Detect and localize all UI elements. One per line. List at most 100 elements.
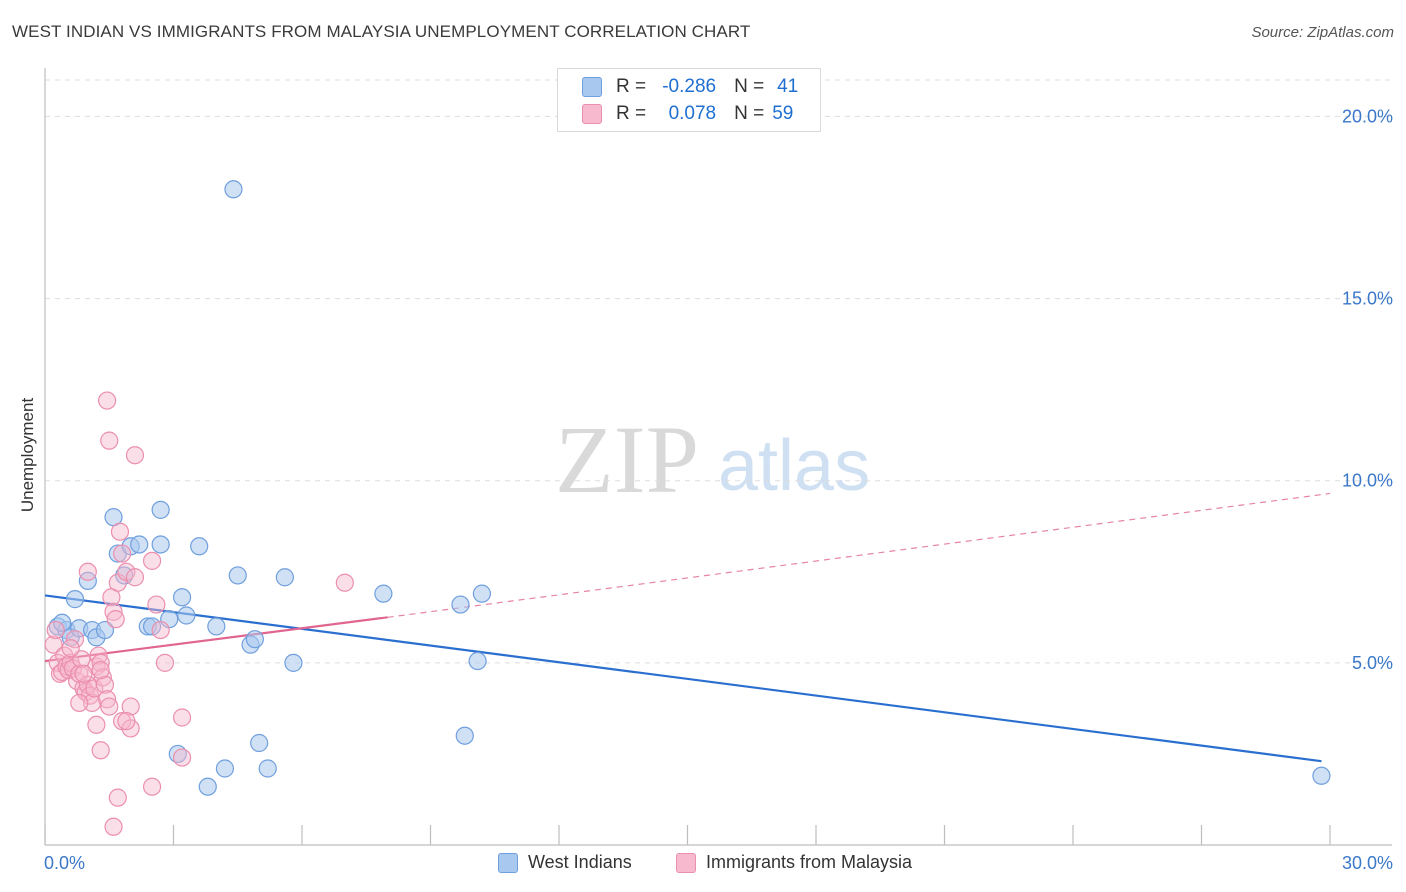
- point-west-indian: [374, 584, 393, 603]
- point-malaysia: [83, 693, 102, 713]
- point-west-indian: [151, 500, 170, 519]
- point-malaysia: [142, 777, 162, 796]
- point-west-indian: [207, 617, 226, 636]
- point-malaysia: [91, 741, 110, 760]
- point-malaysia: [147, 595, 166, 614]
- point-malaysia: [91, 661, 110, 680]
- source-label: Source: ZipAtlas.com: [1251, 24, 1394, 41]
- point-malaysia: [142, 551, 162, 570]
- point-malaysia: [155, 653, 175, 672]
- legend-swatch-pink: [582, 104, 602, 124]
- legend-r-label: R =: [616, 103, 647, 124]
- point-west-indian: [455, 726, 474, 745]
- legend-n-value: 41: [777, 76, 799, 97]
- point-west-indian: [53, 613, 72, 632]
- y-tick-label: 5.0%: [1352, 653, 1393, 673]
- point-west-indian: [215, 759, 234, 778]
- legend-swatch-blue: [582, 77, 602, 97]
- legend-r-value: -0.286: [662, 76, 717, 97]
- point-malaysia: [44, 635, 63, 654]
- point-west-indian: [190, 537, 209, 556]
- point-malaysia: [55, 646, 74, 665]
- legend-r-label: R =: [616, 76, 647, 97]
- y-tick-label: 10.0%: [1342, 471, 1393, 491]
- trend-lines: [44, 492, 1331, 763]
- point-malaysia: [125, 446, 145, 465]
- point-malaysia: [100, 697, 119, 716]
- point-malaysia: [89, 646, 108, 665]
- point-west-indian: [228, 566, 247, 585]
- series-label: Immigrants from Malaysia: [706, 852, 913, 872]
- watermark: ZIP atlas: [555, 406, 870, 513]
- legend-n-value: 59: [772, 103, 794, 124]
- point-west-indian: [245, 630, 264, 649]
- point-malaysia: [87, 715, 106, 734]
- point-west-indian: [1312, 766, 1331, 785]
- point-west-indian: [78, 571, 97, 590]
- point-west-indian: [468, 651, 487, 671]
- point-malaysia: [117, 712, 136, 731]
- y-tick-label: 15.0%: [1342, 289, 1393, 309]
- point-west-indian: [472, 584, 491, 603]
- point-west-indian: [284, 653, 303, 672]
- point-malaysia: [91, 653, 110, 672]
- point-malaysia: [98, 391, 117, 410]
- point-malaysia: [172, 748, 192, 767]
- point-malaysia: [104, 817, 123, 836]
- point-west-indian: [151, 535, 170, 554]
- point-malaysia: [61, 639, 80, 658]
- point-malaysia: [112, 544, 132, 563]
- series-swatch-pink: [676, 852, 696, 873]
- point-malaysia: [100, 431, 119, 450]
- watermark-atlas: atlas: [718, 426, 870, 506]
- y-tick-label: 20.0%: [1342, 106, 1393, 126]
- point-malaysia: [110, 522, 130, 541]
- tick-labels: 5.0% 10.0% 15.0% 20.0% 0.0% 30.0%: [44, 106, 1393, 873]
- trend-line-malaysia-extension: [387, 492, 1331, 618]
- x-tick-label: 0.0%: [44, 853, 85, 873]
- point-west-indian: [275, 568, 294, 587]
- data-points: [44, 180, 1331, 836]
- correlation-legend: R = -0.286 N = 41 R = 0.078 N = 59: [557, 68, 821, 132]
- grid-lines: [45, 79, 1392, 664]
- point-malaysia: [93, 668, 112, 687]
- legend-row-west-indians: R = -0.286 N = 41: [582, 75, 798, 99]
- point-west-indian: [95, 620, 115, 640]
- point-malaysia: [70, 693, 89, 713]
- point-malaysia: [151, 620, 170, 640]
- trend-line-west-indians: [44, 594, 1322, 763]
- point-malaysia: [74, 664, 93, 683]
- point-west-indian: [451, 595, 470, 614]
- point-west-indian: [65, 590, 85, 609]
- point-west-indian: [177, 606, 196, 625]
- point-malaysia: [98, 690, 117, 709]
- trend-line-malaysia: [44, 616, 388, 663]
- point-malaysia: [106, 610, 125, 629]
- point-west-indian: [198, 777, 217, 796]
- point-west-indian: [258, 759, 277, 778]
- watermark-zip: ZIP: [555, 406, 699, 513]
- legend-r-value: 0.078: [668, 103, 717, 124]
- point-malaysia: [78, 562, 97, 581]
- point-west-indian: [224, 180, 243, 199]
- point-malaysia: [125, 568, 145, 587]
- series-label: West Indians: [528, 852, 632, 872]
- point-malaysia: [46, 620, 65, 640]
- point-malaysia: [95, 675, 115, 694]
- legend-n-label: N =: [734, 103, 765, 124]
- chart-title: WEST INDIAN VS IMMIGRANTS FROM MALAYSIA …: [12, 22, 751, 41]
- point-malaysia: [104, 602, 123, 621]
- point-west-indian: [130, 535, 149, 554]
- point-west-indian: [172, 588, 192, 607]
- series-legend-west-indians[interactable]: West Indians: [498, 852, 632, 873]
- series-swatch-blue: [498, 852, 518, 873]
- point-malaysia: [108, 788, 127, 807]
- point-malaysia: [172, 708, 192, 727]
- series-legend-malaysia[interactable]: Immigrants from Malaysia: [676, 852, 912, 873]
- point-malaysia: [121, 697, 140, 716]
- point-malaysia: [65, 630, 85, 649]
- legend-row-malaysia: R = 0.078 N = 59: [582, 102, 806, 126]
- point-malaysia: [72, 650, 91, 669]
- axes: [44, 68, 1392, 846]
